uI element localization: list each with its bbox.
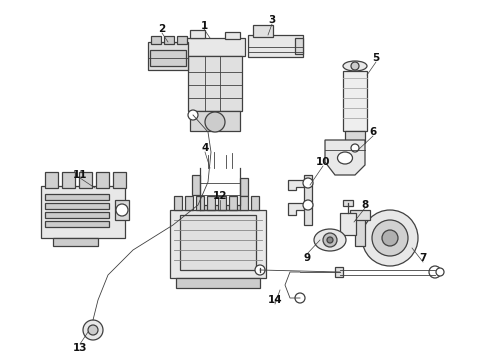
Bar — [177, 36, 187, 44]
Circle shape — [295, 293, 305, 303]
Bar — [229, 196, 237, 210]
Circle shape — [429, 266, 441, 278]
Bar — [190, 30, 205, 38]
Text: 8: 8 — [362, 200, 368, 210]
Circle shape — [372, 220, 408, 256]
Bar — [79, 172, 92, 188]
Bar — [192, 175, 200, 195]
Text: 9: 9 — [303, 253, 311, 263]
Polygon shape — [288, 203, 304, 215]
Text: 11: 11 — [73, 170, 87, 180]
Circle shape — [351, 144, 359, 152]
Bar — [45, 194, 109, 200]
Text: 3: 3 — [269, 15, 275, 25]
Bar — [218, 196, 226, 210]
Text: 5: 5 — [372, 53, 380, 63]
Circle shape — [88, 325, 98, 335]
Bar — [190, 111, 240, 131]
Bar — [345, 131, 365, 143]
Bar — [185, 38, 245, 56]
Circle shape — [255, 265, 265, 275]
Polygon shape — [325, 140, 365, 175]
Bar — [148, 42, 188, 70]
Bar — [335, 267, 343, 277]
Circle shape — [436, 268, 444, 276]
Bar — [45, 172, 58, 188]
Bar — [164, 36, 174, 44]
Circle shape — [303, 200, 313, 210]
Polygon shape — [288, 180, 304, 190]
Bar — [248, 35, 303, 57]
Bar — [253, 25, 273, 37]
Bar — [45, 221, 109, 227]
Circle shape — [303, 178, 313, 188]
Circle shape — [323, 233, 337, 247]
Bar — [200, 205, 240, 213]
Bar — [240, 196, 248, 210]
Bar — [240, 178, 248, 196]
Bar — [188, 56, 242, 111]
Bar — [304, 175, 312, 225]
Bar — [343, 71, 367, 131]
Text: 12: 12 — [213, 191, 227, 201]
Bar — [343, 200, 353, 206]
Text: 13: 13 — [73, 343, 87, 353]
Text: 2: 2 — [158, 24, 166, 34]
Bar — [196, 196, 204, 210]
Text: 1: 1 — [200, 21, 208, 31]
Text: 14: 14 — [268, 295, 282, 305]
Text: 7: 7 — [419, 253, 427, 263]
Circle shape — [382, 230, 398, 246]
Bar — [53, 238, 98, 246]
Bar — [45, 212, 109, 218]
Bar — [113, 172, 126, 188]
Circle shape — [188, 110, 198, 120]
Ellipse shape — [338, 152, 352, 164]
Bar — [96, 172, 109, 188]
Ellipse shape — [343, 61, 367, 71]
Bar — [350, 210, 370, 220]
Circle shape — [116, 204, 128, 216]
Circle shape — [351, 62, 359, 70]
Bar — [295, 38, 303, 54]
Bar — [62, 172, 75, 188]
Bar — [185, 196, 193, 210]
Circle shape — [362, 210, 418, 266]
Bar — [174, 196, 182, 210]
Bar — [340, 213, 356, 235]
Ellipse shape — [314, 229, 346, 251]
Text: 10: 10 — [316, 157, 330, 167]
Bar — [176, 278, 260, 288]
Bar — [150, 50, 186, 66]
Bar — [45, 203, 109, 209]
Circle shape — [205, 112, 225, 132]
Bar — [115, 200, 129, 220]
Bar — [207, 196, 215, 210]
Bar — [348, 143, 362, 151]
Bar — [180, 215, 256, 270]
Bar — [251, 196, 259, 210]
Circle shape — [83, 320, 103, 340]
Bar — [151, 36, 161, 44]
Bar — [41, 186, 125, 238]
Text: 6: 6 — [369, 127, 377, 137]
Bar — [225, 32, 240, 39]
Text: 4: 4 — [201, 143, 209, 153]
Bar — [355, 216, 365, 246]
Circle shape — [327, 237, 333, 243]
Bar — [170, 210, 266, 278]
